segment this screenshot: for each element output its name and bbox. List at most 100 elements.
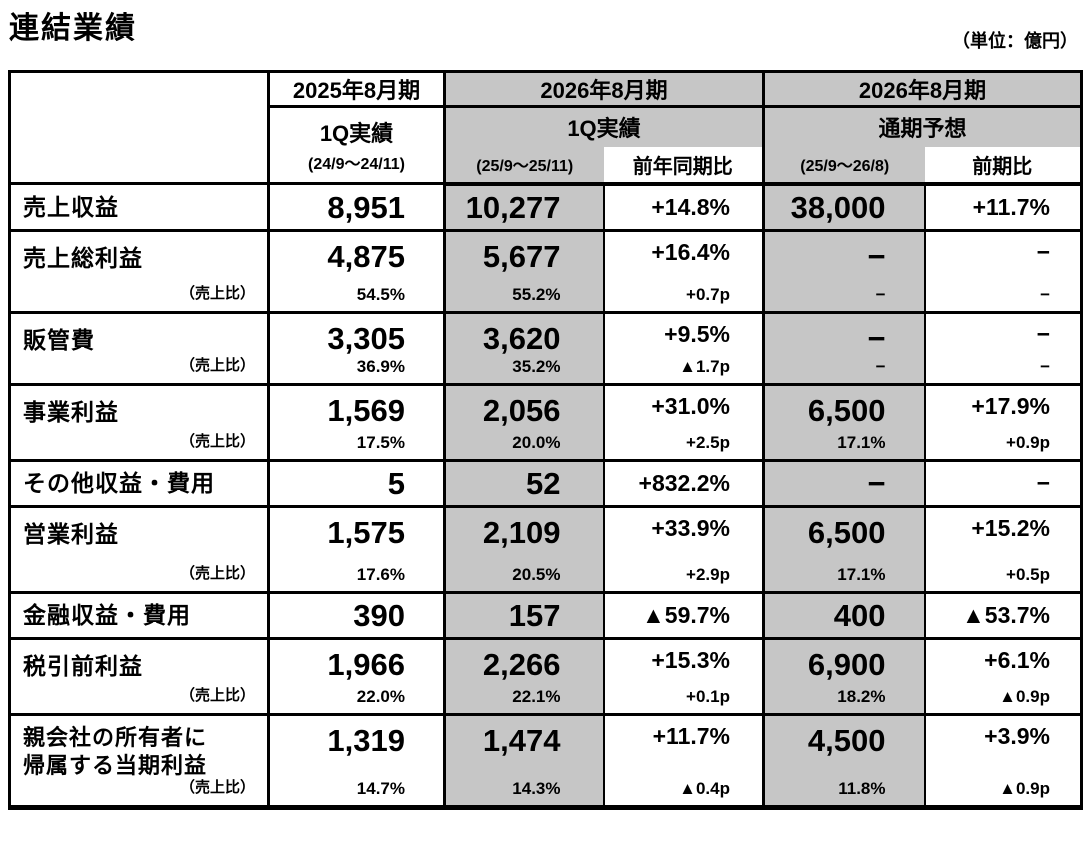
- value: 5,677: [482, 239, 561, 274]
- header-vs-prev-year-label: 前期比: [924, 146, 1083, 186]
- sub-value: 17.6%: [356, 565, 405, 584]
- value: 4,500: [807, 723, 886, 758]
- change-cell: +11.7% ▲0.4p: [602, 713, 765, 810]
- value-cell: 2,266 22.1%: [443, 637, 605, 716]
- value: +9.5%: [664, 321, 730, 347]
- sub-value: −: [875, 357, 886, 376]
- row-label-cell: その他収益・費用: [8, 459, 270, 508]
- change-cell: +832.2%: [602, 459, 765, 508]
- value-cell: 1,319 14.7%: [267, 713, 446, 810]
- change-cell: +3.9% ▲0.9p: [923, 713, 1083, 810]
- sub-value: +0.5p: [1006, 565, 1050, 584]
- value: 2,056: [482, 393, 561, 428]
- table-row-finance-income-costs: 金融収益・費用 390 157 ▲59.7% 400 ▲53.7%: [8, 591, 1083, 640]
- header-forecast-range: (25/9～26/8): [762, 146, 925, 186]
- change-cell: ▲59.7%: [602, 591, 765, 640]
- change-cell: +15.3% +0.1p: [602, 637, 765, 716]
- row-label-cell: 金融収益・費用: [8, 591, 270, 640]
- value: +17.9%: [971, 393, 1050, 419]
- value-cell: 4,500 11.8%: [762, 713, 926, 810]
- value: 4,875: [327, 239, 405, 274]
- table-row-profit-attributable-to-owners: 親会社の所有者に 帰属する当期利益 （売上比） 1,319 14.7% 1,474…: [8, 713, 1083, 810]
- value: 157: [508, 598, 561, 633]
- row-sublabel: （売上比）: [179, 779, 255, 796]
- change-cell: +14.8%: [602, 182, 765, 232]
- header-period-fy2026-q1: 2026年8月期: [443, 70, 765, 108]
- header-yoy-label: 前年同期比: [603, 146, 765, 186]
- value: −: [1036, 321, 1050, 347]
- header-period-fy2026-full: 2026年8月期: [762, 70, 1083, 108]
- value: ▲59.7%: [642, 602, 730, 628]
- value: −: [1036, 239, 1050, 265]
- value-cell: 400: [762, 591, 926, 640]
- sub-value: 17.1%: [837, 433, 886, 452]
- sub-value: 20.0%: [512, 433, 561, 452]
- sub-value: ▲0.4p: [679, 779, 730, 798]
- sub-value: ▲0.9p: [999, 779, 1050, 798]
- sub-value: 18.2%: [837, 687, 886, 706]
- sub-value: 11.8%: [838, 779, 886, 798]
- table-row-business-profit: 事業利益 （売上比） 1,569 17.5% 2,056 20.0% +31.0% +…: [8, 383, 1083, 462]
- value: ▲53.7%: [962, 602, 1050, 628]
- change-cell: +6.1% ▲0.9p: [923, 637, 1083, 716]
- page-title: 連結業績: [9, 12, 137, 45]
- change-cell: − −: [923, 229, 1083, 314]
- header-q1-actual-prev-label: 1Q実績: [319, 121, 394, 146]
- value: 400: [833, 598, 886, 633]
- row-label-cell: 売上総利益 （売上比）: [8, 229, 270, 314]
- sub-value: +2.5p: [686, 433, 730, 452]
- value: 2,109: [482, 515, 561, 550]
- sub-value: 14.3%: [512, 779, 561, 798]
- header-q1-actual-prev-cell: 1Q実績 (24/9～24/11): [267, 105, 446, 185]
- sub-value: −: [1040, 357, 1050, 376]
- row-sublabel: （売上比）: [179, 565, 255, 582]
- row-label: その他収益・費用: [23, 470, 215, 497]
- value: 1,474: [482, 723, 561, 758]
- change-cell: −: [923, 459, 1083, 508]
- row-label: 販管費: [23, 327, 95, 353]
- value: −: [867, 321, 886, 356]
- value: +33.9%: [651, 515, 730, 541]
- value: 10,277: [465, 189, 561, 225]
- sub-value: 17.5%: [356, 433, 405, 452]
- sub-value: +0.1p: [686, 687, 730, 706]
- header-row-labels: 1Q実績 (24/9～24/11) 1Q実績 通期予想: [10, 105, 1083, 185]
- row-label-cell: 売上収益: [8, 182, 270, 232]
- unit-label: （単位：億円）: [952, 31, 1078, 51]
- value-cell: 8,951: [267, 182, 446, 232]
- value-cell: 5,677 55.2%: [443, 229, 605, 314]
- row-label-cell: 事業利益 （売上比）: [8, 383, 270, 462]
- sub-value: 54.5%: [356, 285, 405, 304]
- value: 6,500: [807, 515, 886, 550]
- value: 390: [353, 598, 405, 633]
- value: 38,000: [790, 189, 886, 225]
- value-cell: −: [762, 459, 926, 508]
- value: 8,951: [327, 189, 405, 225]
- sub-value: ▲1.7p: [679, 357, 730, 376]
- value: 2,266: [482, 647, 561, 682]
- value: 6,900: [807, 647, 886, 682]
- sub-value: ▲0.9p: [999, 687, 1050, 706]
- sub-value: −: [1040, 285, 1050, 304]
- sub-value: 22.0%: [356, 687, 405, 706]
- value: 3,305: [327, 321, 405, 356]
- header-full-year-forecast-label: 通期予想: [762, 105, 1083, 147]
- header-q1-actual-label: 1Q実績: [443, 105, 765, 147]
- sub-value: −: [875, 285, 886, 304]
- change-cell: − −: [923, 311, 1083, 386]
- sub-value: +2.9p: [686, 565, 730, 584]
- sub-value: 55.2%: [512, 285, 561, 304]
- sub-value: +0.7p: [686, 285, 730, 304]
- value-cell: 157: [443, 591, 605, 640]
- change-cell: +15.2% +0.5p: [923, 505, 1083, 594]
- row-label-cell: 販管費 （売上比）: [8, 311, 270, 386]
- value: −: [1036, 470, 1050, 496]
- value: +16.4%: [651, 239, 730, 265]
- value-cell: 4,875 54.5%: [267, 229, 446, 314]
- row-label-cell: 営業利益 （売上比）: [8, 505, 270, 594]
- value: −: [867, 239, 886, 274]
- row-sublabel: （売上比）: [179, 687, 255, 704]
- header-row-periods: 2025年8月期 2026年8月期 2026年8月期: [8, 70, 1083, 185]
- table-row-other-income-expenses: その他収益・費用 5 52 +832.2% − −: [8, 459, 1083, 508]
- sub-value: 17.1%: [837, 565, 886, 584]
